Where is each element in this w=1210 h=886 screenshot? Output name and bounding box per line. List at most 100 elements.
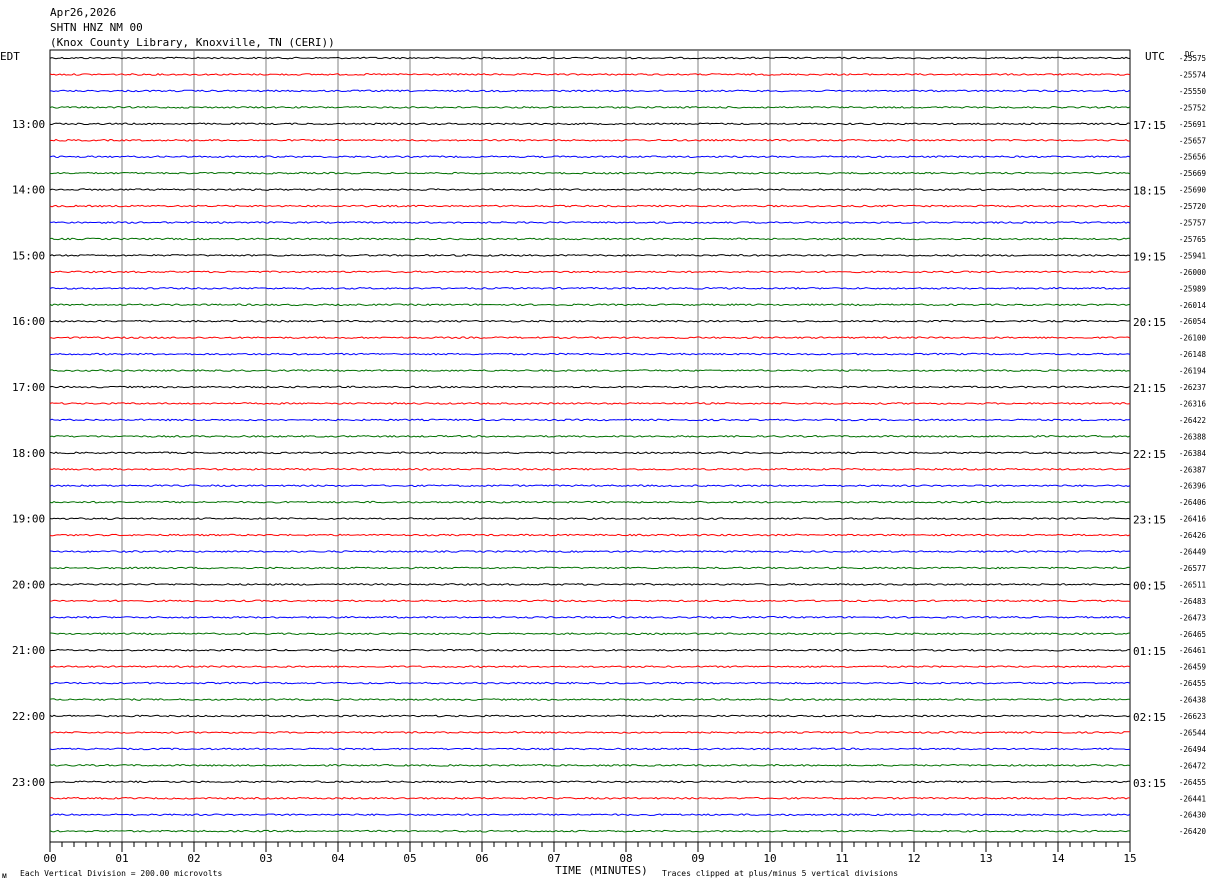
trace-line (49, 533, 1131, 537)
trace-line (49, 467, 1131, 471)
dc-offset-label: -26455 (1179, 679, 1206, 688)
header-date: Apr26,2026 (50, 6, 116, 19)
x-tick-label: 13 (979, 852, 992, 865)
dc-offset-label: -25989 (1179, 284, 1206, 293)
trace-line (49, 517, 1131, 520)
dc-offset-label: -25657 (1179, 136, 1206, 145)
x-tick-label: 02 (187, 852, 200, 865)
utc-time-label: 17:15 (1133, 119, 1166, 132)
dc-offset-label: -26544 (1179, 728, 1207, 737)
edt-time-label: 22:00 (12, 710, 45, 723)
dc-offset-label: -26237 (1179, 383, 1206, 392)
dc-offset-label: -25752 (1179, 103, 1206, 112)
trace-line (49, 434, 1131, 438)
trace-line (49, 73, 1131, 76)
utc-time-label: 21:15 (1133, 382, 1166, 395)
x-axis-title: TIME (MINUTES) (555, 864, 648, 877)
utc-time-label: 02:15 (1133, 711, 1166, 724)
trace-line (49, 681, 1131, 685)
trace-line (49, 648, 1131, 652)
edt-time-label: 17:00 (12, 381, 45, 394)
dc-offset-label: -26494 (1179, 745, 1207, 754)
trace-line (49, 204, 1131, 208)
right-time-labels: 17:15 18:15 19:15 20:15 21:15 22:15 23:15 00:15… (1133, 119, 1166, 790)
dc-offset-label: -26459 (1179, 663, 1206, 672)
edt-time-label: 20:00 (12, 578, 45, 591)
dc-offset-label: -25669 (1179, 169, 1206, 178)
trace-line (49, 665, 1131, 669)
trace-line (49, 731, 1131, 734)
dc-offset-label: -26316 (1179, 399, 1207, 408)
dc-offset-label: -26000 (1179, 268, 1207, 277)
dc-offset-label: -26388 (1179, 432, 1207, 441)
trace-line (49, 550, 1131, 553)
trace-line (49, 155, 1131, 159)
dc-offset-label: -26426 (1179, 531, 1207, 540)
dc-offset-label: -26420 (1179, 827, 1207, 836)
x-tick-label: 09 (691, 852, 704, 865)
x-tick-label: 01 (115, 852, 128, 865)
dc-offset-labels: -25575 -25574 -25550 -25752 -25691 -25657 -256… (1179, 54, 1207, 836)
utc-time-label: 01:15 (1133, 645, 1166, 658)
dc-offset-label: -26461 (1179, 646, 1206, 655)
trace-line (49, 763, 1131, 767)
dc-offset-label: -26396 (1179, 482, 1207, 491)
trace-line (49, 56, 1131, 60)
dc-offset-label: -26430 (1179, 811, 1207, 820)
footer-vertical-division-note: Each Vertical Division = 200.00 microvol… (20, 869, 222, 878)
trace-line (49, 796, 1131, 800)
dc-offset-label: -25941 (1179, 251, 1206, 260)
trace-line (49, 747, 1131, 751)
x-tick-label: 14 (1051, 852, 1065, 865)
edt-time-label: 14:00 (12, 184, 45, 197)
x-tick-label: 07 (547, 852, 560, 865)
utc-time-label: 23:15 (1133, 514, 1166, 527)
dc-offset-label: -26473 (1179, 613, 1206, 622)
trace-line (49, 583, 1131, 586)
dc-offset-label: -26406 (1179, 498, 1207, 507)
trace-line (49, 336, 1131, 340)
edt-time-label: 23:00 (12, 776, 45, 789)
trace-line (49, 89, 1131, 93)
utc-time-label: 20:15 (1133, 316, 1166, 329)
x-tick-label: 12 (907, 852, 920, 865)
x-tick-label: 10 (763, 852, 776, 865)
x-tick-label: 03 (259, 852, 272, 865)
utc-time-label: 19:15 (1133, 250, 1166, 263)
dc-offset-label: -25550 (1179, 87, 1207, 96)
x-axis: 00 01 02 03 04 05 06 07 08 09 10 11 12 13 14 15 (43, 841, 1137, 865)
left-time-labels: 13:00 14:00 15:00 16:00 17:00 18:00 19:00 20:00… (12, 118, 45, 789)
corner-mark: ᴍ (2, 871, 7, 880)
trace-line (49, 138, 1131, 142)
trace-line (49, 303, 1131, 307)
trace-line (49, 319, 1131, 323)
x-tick-label: 04 (331, 852, 345, 865)
left-zone-label: EDT (0, 50, 20, 63)
dc-offset-label: -26148 (1179, 350, 1207, 359)
trace-line (49, 484, 1131, 488)
trace-line (49, 714, 1131, 718)
dc-offset-label: -25765 (1179, 235, 1206, 244)
dc-offset-label: -26449 (1179, 548, 1206, 557)
dc-offset-label: -26014 (1179, 301, 1207, 310)
dc-header: DC (1185, 50, 1194, 59)
x-tick-label: 08 (619, 852, 632, 865)
trace-line (49, 270, 1131, 274)
dc-offset-label: -26472 (1179, 761, 1206, 770)
dc-offset-label: -25575 (1179, 54, 1206, 63)
trace-line (49, 829, 1131, 833)
edt-time-label: 16:00 (12, 315, 45, 328)
utc-time-label: 22:15 (1133, 448, 1166, 461)
trace-line (49, 221, 1131, 224)
dc-offset-label: -26465 (1179, 630, 1206, 639)
trace-line (49, 402, 1131, 405)
edt-time-label: 21:00 (12, 644, 45, 657)
edt-time-label: 13:00 (12, 118, 45, 131)
trace-line (49, 254, 1131, 257)
trace-line (49, 122, 1131, 126)
dc-offset-label: -26416 (1179, 515, 1207, 524)
dc-offset-label: -26511 (1179, 580, 1206, 589)
trace-line (49, 615, 1131, 619)
trace-line (49, 780, 1131, 784)
dc-offset-label: -26441 (1179, 794, 1206, 803)
